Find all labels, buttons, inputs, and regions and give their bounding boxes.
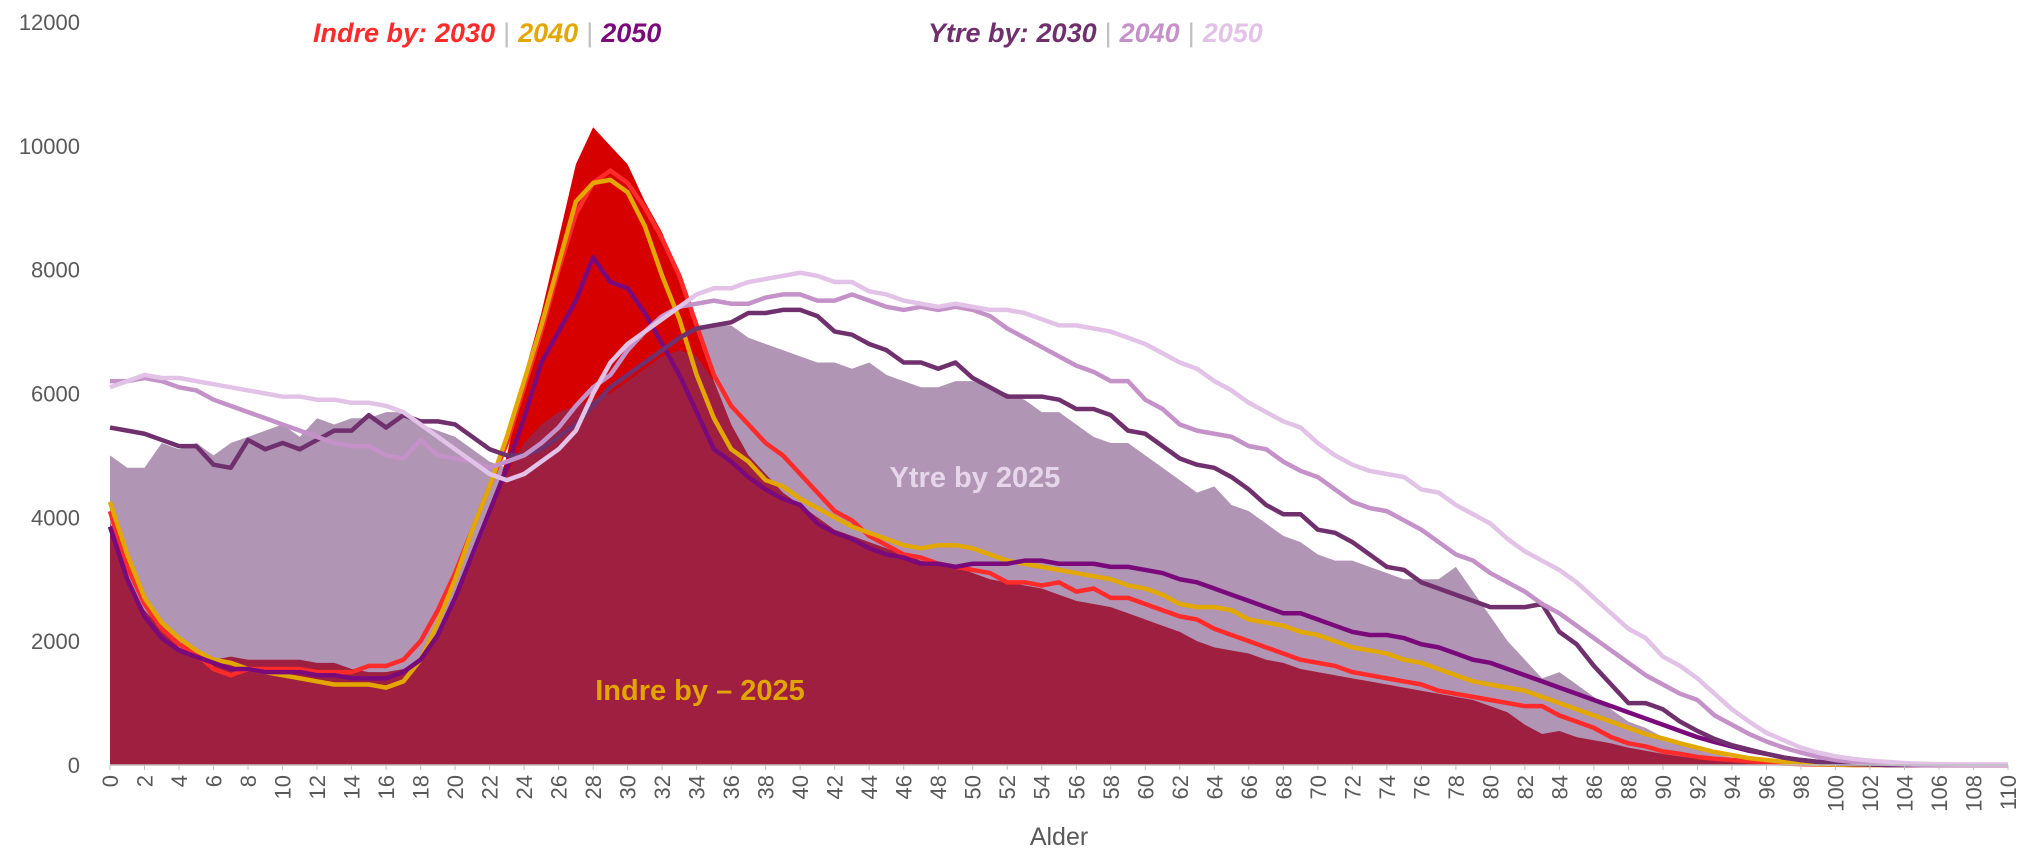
legend-separator: | bbox=[1105, 18, 1112, 48]
legend-entry: 2030 bbox=[1036, 18, 1097, 48]
x-tick-label: 88 bbox=[1616, 775, 1641, 799]
x-tick-label: 80 bbox=[1478, 775, 1503, 799]
x-tick-label: 26 bbox=[547, 775, 572, 799]
y-tick-label: 6000 bbox=[31, 382, 80, 407]
y-tick-label: 10000 bbox=[19, 134, 80, 159]
x-tick-label: 52 bbox=[995, 775, 1020, 799]
x-tick-label: 66 bbox=[1237, 775, 1262, 799]
x-tick-label: 60 bbox=[1133, 775, 1158, 799]
y-tick-label: 0 bbox=[68, 753, 80, 778]
x-tick-label: 62 bbox=[1168, 775, 1193, 799]
x-tick-label: 64 bbox=[1202, 775, 1227, 799]
x-tick-label: 4 bbox=[167, 775, 192, 787]
x-tick-label: 106 bbox=[1927, 775, 1952, 812]
x-tick-label: 38 bbox=[754, 775, 779, 799]
line bbox=[107, 255, 2008, 768]
x-tick-label: 32 bbox=[650, 775, 675, 799]
x-tick-label: 48 bbox=[926, 775, 951, 799]
x-tick-label: 6 bbox=[202, 775, 227, 787]
legend-separator: | bbox=[586, 18, 593, 48]
x-tick-label: 98 bbox=[1789, 775, 1814, 799]
x-tick-label: 54 bbox=[1030, 775, 1055, 799]
x-axis-label: Alder bbox=[1030, 823, 1088, 851]
x-tick-label: 28 bbox=[581, 775, 606, 799]
x-tick-label: 74 bbox=[1375, 775, 1400, 799]
x-tick-label: 20 bbox=[443, 775, 468, 799]
x-tick-label: 70 bbox=[1306, 775, 1331, 799]
x-tick-label: 110 bbox=[1996, 775, 2021, 810]
x-tick-label: 46 bbox=[892, 775, 917, 799]
x-tick-label: 86 bbox=[1582, 775, 1607, 799]
legend: Indre by: 2030 | 2040 | 2050 bbox=[313, 18, 661, 48]
x-tick-label: 108 bbox=[1961, 775, 1986, 812]
x-tick-label: 78 bbox=[1444, 775, 1469, 799]
y-tick-label: 2000 bbox=[31, 629, 80, 654]
x-tick-label: 10 bbox=[271, 775, 296, 799]
x-tick-label: 84 bbox=[1547, 775, 1572, 799]
x-tick-label: 0 bbox=[98, 775, 123, 787]
x-tick-label: 40 bbox=[788, 775, 813, 799]
areas bbox=[110, 127, 2008, 766]
area-label: Ytre by 2025 bbox=[890, 462, 1061, 494]
x-tick-label: 42 bbox=[823, 775, 848, 799]
y-tick-label: 12000 bbox=[19, 10, 80, 35]
legend-entry: 2050 bbox=[1202, 18, 1263, 48]
line bbox=[107, 168, 2008, 768]
legend-entry: 2050 bbox=[600, 18, 661, 48]
legend-group-label: Indre by: bbox=[313, 18, 427, 48]
x-tick-label: 12 bbox=[305, 775, 330, 799]
area-label: Indre by – 2025 bbox=[595, 675, 805, 707]
x-tick-label: 58 bbox=[1099, 775, 1124, 799]
x-tick-label: 14 bbox=[340, 775, 365, 799]
legend-group-label: Ytre by: bbox=[928, 18, 1029, 48]
x-tick-label: 34 bbox=[685, 775, 710, 799]
x-tick-label: 30 bbox=[616, 775, 641, 799]
x-tick-label: 92 bbox=[1685, 775, 1710, 799]
legend: Ytre by: 2030 | 2040 | 2050 bbox=[928, 18, 1263, 48]
legend-entry: 2030 bbox=[434, 18, 495, 48]
line bbox=[109, 307, 2008, 768]
x-tick-label: 72 bbox=[1340, 775, 1365, 799]
x-tick-label: 8 bbox=[236, 775, 261, 787]
area bbox=[110, 350, 2008, 765]
y-tick-label: 4000 bbox=[31, 505, 80, 530]
line bbox=[110, 292, 2008, 768]
y-tick-label: 8000 bbox=[31, 258, 80, 283]
line bbox=[109, 270, 2008, 767]
legend-separator: | bbox=[1188, 18, 1195, 48]
x-tick-label: 82 bbox=[1513, 775, 1538, 799]
line bbox=[107, 177, 2008, 768]
x-tick-label: 36 bbox=[719, 775, 744, 799]
legend-separator: | bbox=[503, 18, 510, 48]
x-tick-label: 22 bbox=[478, 775, 503, 799]
x-tick-label: 76 bbox=[1409, 775, 1434, 799]
x-tick-label: 56 bbox=[1064, 775, 1089, 799]
x-tick-label: 44 bbox=[857, 775, 882, 799]
x-tick-label: 18 bbox=[409, 775, 434, 799]
x-tick-label: 94 bbox=[1720, 775, 1745, 799]
x-tick-label: 68 bbox=[1271, 775, 1296, 799]
x-tick-label: 50 bbox=[961, 775, 986, 799]
lines bbox=[107, 168, 2008, 768]
x-tick-label: 24 bbox=[512, 775, 537, 799]
legend-entry: 2040 bbox=[1119, 18, 1180, 48]
x-tick-label: 2 bbox=[133, 775, 158, 787]
x-tick-label: 90 bbox=[1651, 775, 1676, 799]
x-tick-label: 100 bbox=[1823, 775, 1848, 812]
x-tick-label: 104 bbox=[1892, 775, 1917, 812]
legend-entry: 2040 bbox=[517, 18, 578, 48]
x-tick-label: 16 bbox=[374, 775, 399, 799]
x-tick-label: 96 bbox=[1754, 775, 1779, 799]
x-tick-label: 102 bbox=[1858, 775, 1883, 812]
